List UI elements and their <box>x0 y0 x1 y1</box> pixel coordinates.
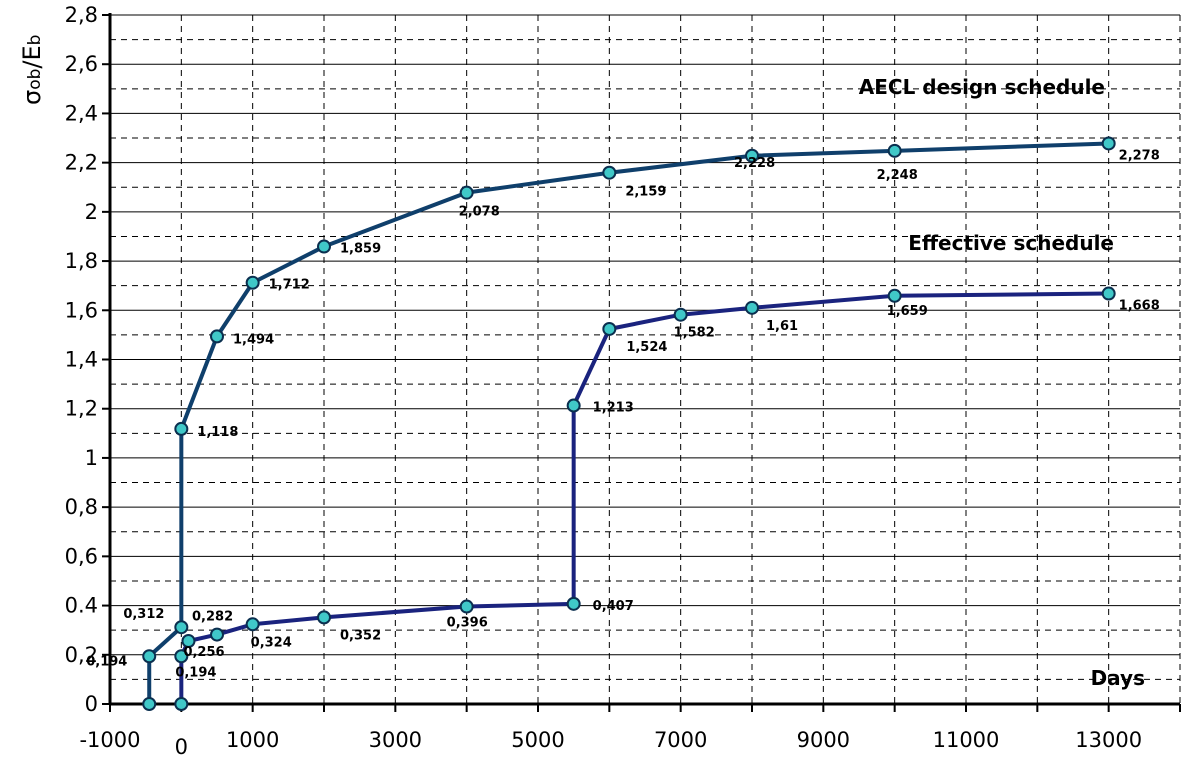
data-labels: 0,194 0,312 1,118 1,494 1,712 1,859 2,078 2,159… <box>86 148 1160 680</box>
data-label-effective: 0,282 <box>192 610 233 625</box>
marker-aecl <box>317 239 331 254</box>
y-axis-label: σob/Eb <box>18 35 46 105</box>
marker-effective <box>566 398 581 413</box>
marker-effective <box>1101 286 1116 301</box>
start-marker <box>174 697 189 711</box>
marker-effective <box>602 321 617 336</box>
grid <box>110 14 1181 704</box>
y-tick-label: 2,4 <box>65 101 98 125</box>
x-tick-label: 5000 <box>511 728 564 752</box>
marker-effective <box>181 634 196 649</box>
series-lines <box>147 141 1109 704</box>
data-label-aecl: 2,248 <box>877 168 918 183</box>
marker-effective <box>245 617 260 632</box>
marker-aecl <box>602 165 617 180</box>
data-label-effective: 0,407 <box>593 599 634 614</box>
data-label-effective: 1,213 <box>593 401 634 416</box>
marker-aecl <box>174 620 189 635</box>
y-tick-label: 1 <box>85 446 98 470</box>
y-tick-label: 2,2 <box>65 151 98 175</box>
marker-effective <box>673 307 688 322</box>
data-label-aecl: 2,228 <box>734 156 775 171</box>
y-tick-label: 0.4 <box>65 594 98 618</box>
y-tick-label: 0 <box>85 692 98 716</box>
data-label-aecl: 0,194 <box>86 654 127 669</box>
y-tick-label: 0,2 <box>65 643 98 667</box>
y-tick-label: 1,8 <box>65 249 98 273</box>
data-label-effective: 1,582 <box>674 326 715 341</box>
marker-effective <box>174 649 189 664</box>
x-tick-label: 3000 <box>369 728 422 752</box>
series-label-aecl: AECL design schedule <box>859 75 1105 99</box>
data-label-effective: 0,256 <box>183 645 224 660</box>
x-tick-label: 13000 <box>1075 728 1142 752</box>
y-axis-label-sigma: σ <box>18 90 46 105</box>
x-axis-label: Days <box>1091 666 1145 690</box>
data-label-effective: 0,396 <box>447 616 488 631</box>
marker-aecl <box>245 275 260 290</box>
marker-effective <box>745 300 759 315</box>
axes <box>102 13 1181 712</box>
y-tick-label: 1,6 <box>65 298 98 322</box>
data-label-effective: 0,352 <box>340 628 381 643</box>
marker-aecl <box>459 185 474 200</box>
marker-effective <box>459 599 474 614</box>
data-label-effective: 1,61 <box>766 319 798 334</box>
y-tick-label: 2,6 <box>65 52 98 76</box>
data-label-aecl: 0,312 <box>123 607 164 622</box>
y-tick-label: 0,8 <box>65 495 98 519</box>
y-tick-label: 1,2 <box>65 397 98 421</box>
marker-aecl <box>174 421 189 436</box>
data-label-effective: 1,668 <box>1119 299 1160 314</box>
marker-aecl <box>210 329 224 344</box>
y-tick-label: 1,4 <box>65 348 98 372</box>
y-axis-label-ob: ob <box>25 69 45 90</box>
marker-effective <box>317 610 331 625</box>
y-axis-label-slash-e: /E <box>18 45 46 68</box>
data-label-aecl: 2,159 <box>625 185 666 200</box>
x-tick-label: -1000 <box>79 728 140 752</box>
y-tick-label: 2 <box>85 200 98 224</box>
y-tick-label: 2,8 <box>65 3 98 27</box>
start-marker <box>142 697 157 711</box>
x-tick-label: 9000 <box>797 728 850 752</box>
x-tick-label: 7000 <box>654 728 707 752</box>
data-label-effective: 0,324 <box>251 635 292 650</box>
x-tick-label: 11000 <box>933 728 1000 752</box>
marker-aecl <box>887 143 902 158</box>
data-label-aecl: 2,278 <box>1119 148 1160 163</box>
marker-effective <box>887 288 902 303</box>
x-tick-label: 1000 <box>226 728 279 752</box>
y-axis-label-b: b <box>25 35 45 46</box>
data-label-aecl: 1,118 <box>197 425 238 440</box>
marker-aecl <box>1101 136 1116 151</box>
series-label-effective: Effective schedule <box>908 231 1114 255</box>
data-label-effective: 1,659 <box>887 304 928 319</box>
data-label-aecl: 1,859 <box>340 242 381 257</box>
x-tick-label-zero: 0 <box>175 735 188 758</box>
marker-aecl <box>745 148 759 163</box>
marker-effective <box>566 596 581 611</box>
data-label-aecl: 1,712 <box>269 278 310 293</box>
data-label-aecl: 2,078 <box>459 205 500 220</box>
data-label-effective: 1,524 <box>626 340 667 355</box>
data-markers <box>142 136 1116 711</box>
tick-labels: 0 0,2 0.4 0,6 0,8 1 1,2 1,4 1,6 1,8 2 2,2 2,4 2,6 2,8 -… <box>65 3 1142 758</box>
marker-aecl <box>142 649 157 664</box>
y-tick-label: 0,6 <box>65 544 98 568</box>
data-label-effective: 0,194 <box>175 665 216 680</box>
marker-effective <box>210 627 224 642</box>
data-label-aecl: 1,494 <box>233 332 274 347</box>
